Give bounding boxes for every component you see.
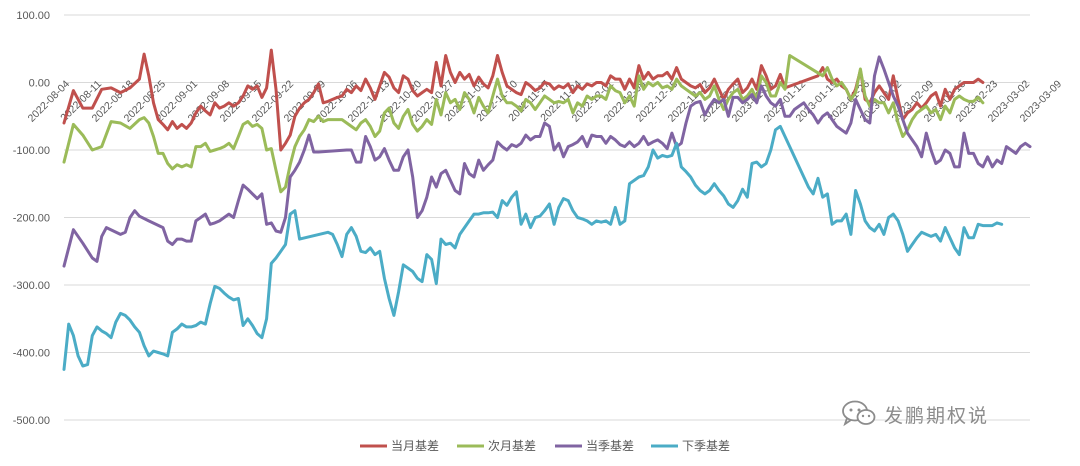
legend-label: 下季基差 [682, 439, 730, 453]
y-tick-label: 100.00 [16, 10, 50, 22]
series-line-3 [62, 55, 1032, 268]
watermark: 发鹏期权说 [842, 400, 989, 428]
y-tick-label: -200.00 [13, 213, 50, 225]
legend-label: 当月基差 [391, 439, 439, 453]
series-line-2 [62, 54, 985, 194]
series-line-4 [62, 124, 1004, 371]
y-tick-label: -300.00 [13, 280, 50, 292]
series-lines [62, 48, 1032, 371]
y-tick-label: -500.00 [13, 415, 50, 427]
x-axis-tick-labels: 2022-08-042022-08-112022-08-182022-08-25… [26, 78, 1065, 125]
legend: 当月基差 次月基差 当季基差 下季基差 [360, 439, 730, 453]
y-axis-tick-labels: 100.00 0.00 -100.00 -200.00 -300.00 -400.00 -5… [13, 10, 50, 427]
y-tick-label: 0.00 [29, 78, 50, 90]
wechat-icon [842, 400, 876, 427]
y-tick-label: -100.00 [13, 145, 50, 157]
y-tick-label: -400.00 [13, 348, 50, 360]
watermark-text: 发鹏期权说 [884, 404, 990, 427]
legend-label: 次月基差 [488, 439, 536, 453]
legend-label: 当季基差 [586, 439, 634, 453]
